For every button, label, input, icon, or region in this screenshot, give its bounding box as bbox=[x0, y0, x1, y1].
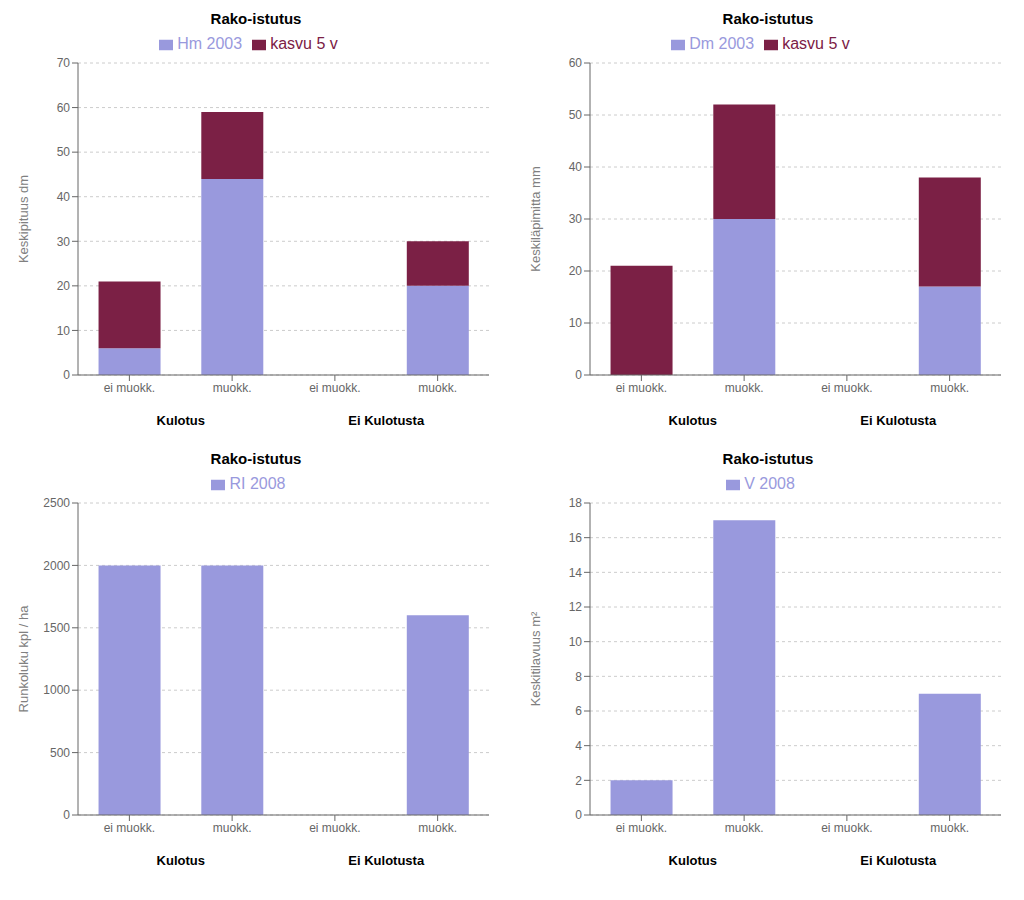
svg-text:14: 14 bbox=[569, 566, 583, 580]
html-text:Rako-istutus: Rako-istutus bbox=[210, 450, 302, 467]
svg-text:70: 70 bbox=[57, 56, 71, 70]
html-text:Ei Kulotusta: Ei Kulotusta bbox=[860, 853, 937, 868]
svg-text:ei muokk.: ei muokk. bbox=[104, 381, 155, 395]
svg-text:0: 0 bbox=[63, 368, 70, 382]
svg-text:8: 8 bbox=[575, 670, 582, 684]
html-text:Ei Kulotusta: Ei Kulotusta bbox=[860, 413, 937, 428]
svg-text:1500: 1500 bbox=[43, 621, 70, 635]
svg-text:500: 500 bbox=[50, 746, 70, 760]
svg-text:6: 6 bbox=[575, 704, 582, 718]
svg-text:ei muokk.: ei muokk. bbox=[309, 381, 360, 395]
svg-text:ei muokk.: ei muokk. bbox=[616, 821, 667, 835]
svg-text:40: 40 bbox=[569, 160, 583, 174]
svg-text:18: 18 bbox=[569, 496, 583, 510]
html-text:Ei Kulotusta: Ei Kulotusta bbox=[348, 853, 425, 868]
svg-text:10: 10 bbox=[569, 635, 583, 649]
svg-text:30: 30 bbox=[57, 235, 71, 249]
svg-text:2: 2 bbox=[575, 774, 582, 788]
svg-text:Keskipituus dm: Keskipituus dm bbox=[16, 175, 31, 263]
svg-text:ei muokk.: ei muokk. bbox=[821, 821, 872, 835]
svg-text:muokk.: muokk. bbox=[725, 381, 764, 395]
svg-text:10: 10 bbox=[569, 316, 583, 330]
svg-text:4: 4 bbox=[575, 739, 582, 753]
html-text:kasvu 5 v: kasvu 5 v bbox=[782, 35, 850, 52]
svg-text:2500: 2500 bbox=[43, 496, 70, 510]
svg-text:muokk.: muokk. bbox=[725, 821, 764, 835]
svg-text:Runkoluku kpl / ha: Runkoluku kpl / ha bbox=[16, 605, 31, 713]
svg-text:0: 0 bbox=[575, 368, 582, 382]
svg-text:16: 16 bbox=[569, 531, 583, 545]
svg-text:0: 0 bbox=[63, 808, 70, 822]
svg-text:muokk.: muokk. bbox=[213, 381, 252, 395]
html-text:Kulotus: Kulotus bbox=[156, 853, 205, 868]
html-text:Ei Kulotusta: Ei Kulotusta bbox=[348, 413, 425, 428]
html-text:kasvu 5 v: kasvu 5 v bbox=[270, 35, 338, 52]
svg-text:20: 20 bbox=[569, 264, 583, 278]
svg-text:60: 60 bbox=[569, 56, 583, 70]
svg-text:ei muokk.: ei muokk. bbox=[821, 381, 872, 395]
svg-text:ei muokk.: ei muokk. bbox=[104, 821, 155, 835]
html-text:Rako-istutus: Rako-istutus bbox=[210, 10, 302, 27]
svg-text:Keskiläpimitta mm: Keskiläpimitta mm bbox=[528, 166, 543, 271]
svg-text:muokk.: muokk. bbox=[930, 821, 969, 835]
html-text:V 2008: V 2008 bbox=[744, 475, 795, 492]
svg-text:40: 40 bbox=[57, 190, 71, 204]
svg-text:ei muokk.: ei muokk. bbox=[616, 381, 667, 395]
html-text:Kulotus: Kulotus bbox=[668, 413, 717, 428]
html-text:RI 2008: RI 2008 bbox=[229, 475, 286, 492]
svg-text:50: 50 bbox=[57, 145, 71, 159]
svg-text:muokk.: muokk. bbox=[418, 821, 457, 835]
svg-text:Keskitilavuus m²: Keskitilavuus m² bbox=[528, 611, 543, 706]
svg-text:10: 10 bbox=[57, 324, 71, 338]
svg-text:12: 12 bbox=[569, 600, 583, 614]
svg-text:ei muokk.: ei muokk. bbox=[309, 821, 360, 835]
svg-text:30: 30 bbox=[569, 212, 583, 226]
html-text:Kulotus: Kulotus bbox=[156, 413, 205, 428]
html-text:Kulotus: Kulotus bbox=[668, 853, 717, 868]
svg-text:60: 60 bbox=[57, 101, 71, 115]
svg-text:muokk.: muokk. bbox=[418, 381, 457, 395]
svg-text:1000: 1000 bbox=[43, 683, 70, 697]
html-text:Dm 2003: Dm 2003 bbox=[689, 35, 755, 52]
svg-text:0: 0 bbox=[575, 808, 582, 822]
html-text:Hm 2003: Hm 2003 bbox=[177, 35, 243, 52]
svg-text:20: 20 bbox=[57, 279, 71, 293]
html-text:Rako-istutus: Rako-istutus bbox=[722, 450, 814, 467]
svg-text:muokk.: muokk. bbox=[213, 821, 252, 835]
html-text:Rako-istutus: Rako-istutus bbox=[722, 10, 814, 27]
svg-text:50: 50 bbox=[569, 108, 583, 122]
svg-text:muokk.: muokk. bbox=[930, 381, 969, 395]
svg-text:2000: 2000 bbox=[43, 559, 70, 573]
